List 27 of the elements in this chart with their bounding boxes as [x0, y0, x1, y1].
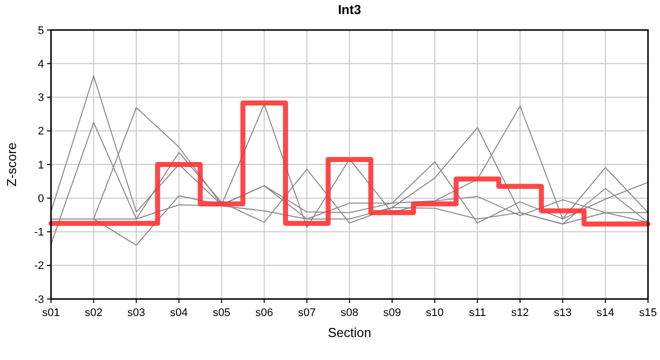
x-tick-label: s02: [84, 307, 103, 319]
x-tick-label: s14: [596, 307, 614, 319]
x-axis-title: Section: [328, 325, 372, 340]
x-tick-label: s12: [511, 307, 529, 319]
x-tick-label: s05: [212, 307, 230, 319]
y-tick-label: -1: [34, 226, 44, 239]
x-tick-label: s01: [42, 307, 60, 319]
x-tick-label: s10: [426, 307, 444, 319]
x-tick-label: s07: [298, 307, 316, 319]
y-tick-label: -2: [34, 260, 44, 272]
y-tick-label: 5: [38, 24, 44, 37]
y-axis-title: Z-score: [4, 142, 19, 187]
y-tick-label: 0: [38, 192, 44, 205]
x-tick-label: s15: [639, 307, 657, 319]
x-tick-label: s08: [340, 307, 358, 319]
x-tick-label: s11: [468, 307, 486, 319]
y-tick-label: 1: [38, 159, 44, 172]
y-tick-label: 4: [38, 58, 44, 70]
y-tick-label: 3: [38, 92, 44, 104]
x-tick-label: s13: [554, 307, 572, 319]
y-tick-label: 2: [38, 126, 44, 138]
x-tick-label: s06: [255, 307, 274, 319]
x-tick-label: s03: [127, 307, 146, 319]
x-tick-label: s04: [170, 307, 188, 319]
x-tick-label: s09: [383, 307, 402, 319]
y-tick-label: -3: [34, 294, 44, 306]
chart-title: Int3: [338, 2, 362, 17]
